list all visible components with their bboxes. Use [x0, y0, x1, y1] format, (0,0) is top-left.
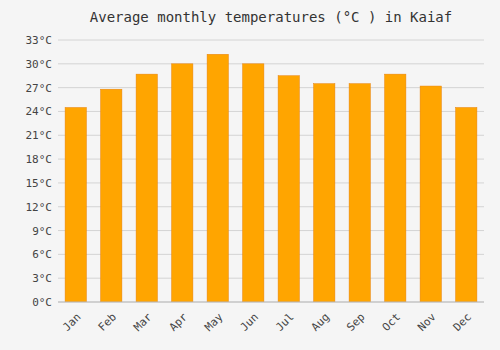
x-tick-label: Sep — [344, 311, 367, 334]
bar — [420, 86, 441, 302]
x-tick-label: Oct — [380, 311, 403, 334]
x-tick-label: Nov — [415, 310, 439, 334]
bar — [243, 64, 264, 302]
bar — [314, 84, 335, 302]
bar — [456, 107, 477, 302]
x-tick-label: Jul — [273, 311, 296, 334]
y-tick-label: 9°C — [32, 225, 52, 238]
x-tick-label: Jun — [238, 311, 261, 334]
y-tick-label: 18°C — [26, 153, 53, 166]
y-tick-label: 12°C — [26, 201, 53, 214]
bar — [172, 64, 193, 302]
bar — [278, 76, 299, 302]
y-tick-label: 24°C — [26, 105, 53, 118]
x-tick-label: Mar — [131, 310, 155, 334]
bar — [207, 54, 228, 302]
bar — [349, 84, 370, 302]
grid-line — [58, 63, 484, 64]
bar — [65, 107, 86, 302]
y-tick-label: 3°C — [32, 272, 52, 285]
x-tick-label: May — [202, 310, 226, 334]
y-tick-label: 30°C — [26, 58, 53, 71]
y-tick-label: 0°C — [32, 296, 52, 309]
y-tick-label: 21°C — [26, 129, 53, 142]
y-tick-label: 27°C — [26, 82, 53, 95]
grid — [58, 40, 484, 302]
chart: Average monthly temperatures (°C ) in Ka… — [0, 0, 500, 350]
x-tick-label: Feb — [96, 311, 119, 334]
background — [0, 0, 500, 350]
grid-line — [58, 40, 484, 41]
title: Average monthly temperatures (°C ) in Ka… — [90, 9, 452, 25]
bar — [136, 74, 157, 302]
x-tick-label: Apr — [167, 310, 191, 334]
bar — [101, 89, 122, 302]
y-tick-label: 33°C — [26, 34, 53, 47]
x-tick-label: Jan — [60, 311, 83, 334]
y-tick-label: 15°C — [26, 177, 53, 190]
x-tick-label: Dec — [451, 311, 474, 334]
x-tick-label: Aug — [309, 311, 332, 334]
y-tick-label: 6°C — [32, 248, 52, 261]
x-axis-line — [58, 302, 484, 303]
bars — [65, 54, 477, 302]
grid-line — [58, 302, 484, 303]
bar — [385, 74, 406, 302]
